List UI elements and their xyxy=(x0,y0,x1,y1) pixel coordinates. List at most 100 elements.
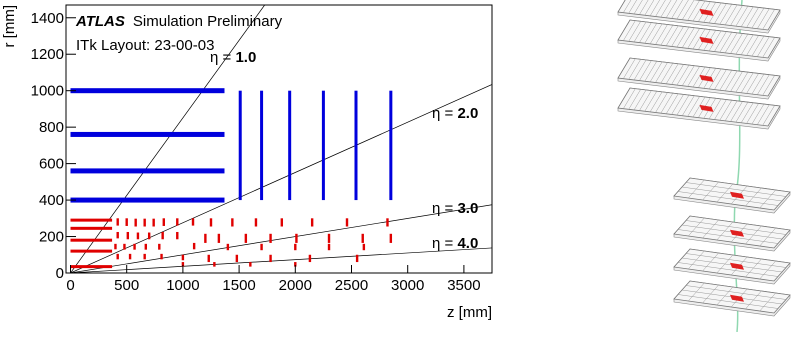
pixel-barrel-layer xyxy=(70,239,112,242)
eta-label: η = 3.0 xyxy=(432,200,478,217)
eta-line xyxy=(70,205,492,273)
y-tick-label: 1400 xyxy=(31,10,64,27)
strip-endcap-disk xyxy=(239,91,242,200)
pixel-ring xyxy=(227,244,229,250)
pixel-ring xyxy=(210,218,212,226)
eta-line xyxy=(70,248,492,273)
pixel-ring xyxy=(208,255,210,262)
y-tick-label: 800 xyxy=(39,119,64,136)
strip-endcap-disk xyxy=(354,91,357,200)
pixel-ring xyxy=(386,218,388,226)
x-tick-label: 2000 xyxy=(279,277,312,294)
pixel-ring xyxy=(176,218,178,225)
pixel-ring xyxy=(328,244,330,250)
chart-title: ATLAS Simulation Preliminary xyxy=(75,13,283,30)
pixel-ring xyxy=(249,262,251,267)
pixel-ring xyxy=(125,218,127,226)
pixel-ring xyxy=(137,233,139,240)
pixel-barrel-layer xyxy=(70,227,112,230)
x-tick-label: 0 xyxy=(66,277,74,294)
strip-barrel-layer xyxy=(70,88,224,93)
pixel-ring xyxy=(143,254,145,259)
pixel-ring xyxy=(152,219,154,227)
pixel-ring xyxy=(176,232,178,239)
eta-value: 1.0 xyxy=(235,49,256,66)
eta-label: η = 2.0 xyxy=(432,105,478,122)
pixel-ring xyxy=(158,244,160,250)
pixel-ring xyxy=(182,255,184,260)
pixel-ring xyxy=(356,255,358,262)
pixel-ring xyxy=(309,255,311,262)
strip-endcap-disk xyxy=(260,91,263,200)
eta-value: 3.0 xyxy=(457,200,478,217)
strip-barrel-layer xyxy=(70,168,224,173)
pixel-ring xyxy=(295,234,297,243)
pixel-barrel-layer xyxy=(70,265,112,268)
pixel-ring xyxy=(294,244,296,250)
pixel-ring xyxy=(192,218,194,225)
strip-endcap-disk xyxy=(322,91,325,200)
pixel-barrel-layer xyxy=(70,250,112,253)
strip-barrel-layer xyxy=(70,198,224,203)
status: Simulation Preliminary xyxy=(133,13,283,30)
pixel-ring xyxy=(117,218,119,225)
x-tick-label: 3500 xyxy=(447,277,480,294)
pixel-ring xyxy=(143,219,145,227)
y-tick-label: 600 xyxy=(39,156,64,173)
pixel-ring xyxy=(133,244,135,250)
strip-endcap-disk xyxy=(389,91,392,200)
pixel-ring xyxy=(114,244,116,249)
figure: η = 1.0η = 2.0η = 3.0η = 4.0050010001500… xyxy=(0,0,802,332)
pixel-barrel-layer xyxy=(70,219,112,222)
pixel-ring xyxy=(129,254,131,259)
pixel-ring xyxy=(260,244,262,250)
pixel-ring xyxy=(255,218,257,226)
x-tick-label: 1500 xyxy=(222,277,255,294)
y-tick-label: 0 xyxy=(56,265,64,282)
pixel-ring xyxy=(245,234,247,243)
eta-prefix: η = xyxy=(432,200,457,217)
pixel-ring xyxy=(127,232,129,239)
pixel-ring xyxy=(213,262,215,267)
y-tick-label: 400 xyxy=(39,192,64,209)
eta-value: 2.0 xyxy=(457,105,478,122)
pixel-ring xyxy=(218,234,220,243)
pixel-ring xyxy=(362,234,364,243)
pixel-ring xyxy=(117,254,119,259)
pixel-ring xyxy=(390,234,392,243)
pixel-ring xyxy=(269,255,271,262)
pixel-ring xyxy=(363,244,365,250)
x-axis-label: z [mm] xyxy=(447,304,492,321)
eta-value: 4.0 xyxy=(457,235,478,252)
y-tick-label: 1200 xyxy=(31,46,64,63)
event-display xyxy=(618,0,790,332)
subtitle: ITk Layout: 23-00-03 xyxy=(76,37,214,54)
eta-label: η = 4.0 xyxy=(432,235,478,252)
pixel-ring xyxy=(328,234,330,243)
pixel-ring xyxy=(204,234,206,243)
pixel-ring xyxy=(269,234,271,243)
x-tick-label: 2500 xyxy=(335,277,368,294)
eta-prefix: η = xyxy=(432,105,457,122)
eta-label: η = 1.0 xyxy=(210,49,256,66)
y-axis-label: r [mm] xyxy=(1,5,18,48)
experiment: ATLAS xyxy=(75,13,125,30)
pixel-ring xyxy=(145,244,147,250)
strip-barrel-layer xyxy=(70,132,224,137)
layout-plot: η = 1.0η = 2.0η = 3.0η = 4.0050010001500… xyxy=(1,5,492,321)
pixel-ring xyxy=(148,233,150,240)
pixel-ring xyxy=(161,232,163,239)
pixel-ring xyxy=(117,232,119,238)
pixel-ring xyxy=(134,219,136,227)
pixel-ring xyxy=(231,218,233,226)
pixel-ring xyxy=(281,218,283,226)
x-tick-label: 1000 xyxy=(166,277,199,294)
pixel-ring xyxy=(236,255,238,262)
x-tick-label: 500 xyxy=(114,277,139,294)
eta-prefix: η = xyxy=(432,235,457,252)
y-tick-label: 1000 xyxy=(31,83,64,100)
pixel-ring xyxy=(193,243,195,249)
pixel-ring xyxy=(163,218,165,226)
pixel-ring xyxy=(123,244,125,250)
pixel-ring xyxy=(346,218,348,226)
